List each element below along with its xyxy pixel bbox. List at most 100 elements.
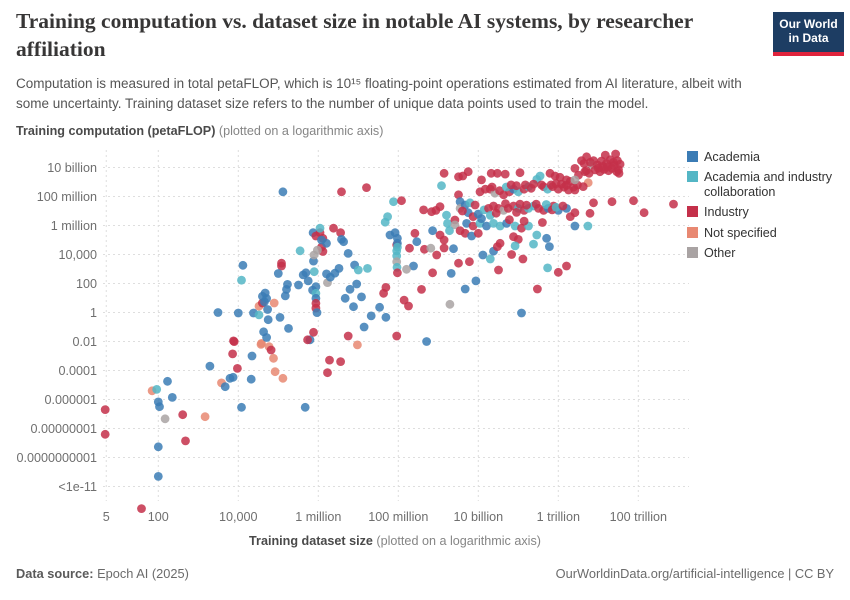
data-point[interactable] (426, 243, 436, 253)
data-point[interactable] (300, 402, 310, 412)
data-point[interactable] (505, 215, 514, 225)
data-point[interactable] (309, 250, 319, 260)
data-point[interactable] (152, 385, 162, 394)
data-point[interactable] (353, 265, 363, 275)
data-point[interactable] (405, 243, 414, 253)
data-point[interactable] (482, 221, 491, 231)
data-point[interactable] (153, 472, 163, 481)
data-point[interactable] (437, 181, 446, 191)
data-point[interactable] (639, 208, 649, 218)
data-point[interactable] (473, 228, 483, 238)
data-point[interactable] (454, 258, 463, 268)
data-point[interactable] (334, 264, 344, 273)
data-point[interactable] (439, 243, 449, 253)
data-point[interactable] (486, 168, 496, 178)
data-point[interactable] (510, 241, 520, 251)
legend-item-industry[interactable]: Industry (687, 205, 845, 219)
data-point[interactable] (340, 293, 350, 303)
data-point[interactable] (366, 311, 376, 321)
data-point[interactable] (263, 305, 272, 314)
data-point[interactable] (422, 337, 431, 346)
data-point[interactable] (449, 244, 458, 254)
data-point[interactable] (507, 250, 516, 259)
data-point[interactable] (262, 333, 271, 342)
data-point[interactable] (311, 282, 321, 292)
data-point[interactable] (489, 219, 498, 228)
data-point[interactable] (343, 331, 353, 341)
data-point[interactable] (309, 327, 318, 337)
data-point[interactable] (531, 199, 541, 209)
data-point[interactable] (513, 235, 523, 244)
data-point[interactable] (432, 250, 442, 260)
data-point[interactable] (228, 349, 238, 359)
data-point[interactable] (269, 298, 279, 308)
data-point[interactable] (410, 228, 420, 238)
data-point[interactable] (233, 308, 243, 318)
data-point[interactable] (220, 382, 230, 392)
data-point[interactable] (519, 216, 529, 226)
data-point[interactable] (471, 276, 481, 286)
data-point[interactable] (480, 184, 490, 194)
data-point[interactable] (237, 275, 246, 285)
data-point[interactable] (137, 504, 146, 513)
data-point[interactable] (278, 373, 288, 383)
data-point[interactable] (363, 264, 372, 273)
data-point[interactable] (570, 221, 580, 231)
data-point[interactable] (389, 197, 398, 207)
data-point[interactable] (238, 260, 248, 270)
data-point[interactable] (284, 324, 293, 333)
data-point[interactable] (493, 242, 502, 252)
data-point[interactable] (585, 208, 595, 218)
data-point[interactable] (501, 199, 510, 209)
data-point[interactable] (381, 283, 391, 292)
data-point[interactable] (445, 299, 455, 309)
data-point[interactable] (155, 402, 164, 412)
data-point[interactable] (518, 254, 528, 264)
data-point[interactable] (611, 149, 620, 159)
data-point[interactable] (439, 235, 449, 245)
data-point[interactable] (205, 361, 215, 371)
data-point[interactable] (578, 182, 588, 192)
data-point[interactable] (178, 410, 188, 420)
data-point[interactable] (323, 368, 332, 378)
data-point[interactable] (517, 223, 526, 233)
data-point[interactable] (280, 291, 290, 301)
data-point[interactable] (246, 374, 256, 384)
data-point[interactable] (428, 226, 437, 236)
data-point[interactable] (181, 436, 190, 446)
data-point[interactable] (500, 169, 510, 179)
data-point[interactable] (359, 322, 369, 332)
data-point[interactable] (515, 199, 525, 209)
legend-item-academia-and-industry-collaboration[interactable]: Academia and industry collaboration (687, 170, 845, 199)
data-point[interactable] (256, 340, 266, 349)
data-point[interactable] (273, 269, 283, 278)
data-point[interactable] (380, 217, 390, 227)
data-point[interactable] (435, 202, 445, 212)
data-point[interactable] (270, 367, 280, 377)
data-point[interactable] (450, 220, 460, 230)
data-point[interactable] (167, 393, 177, 402)
data-point[interactable] (533, 284, 542, 294)
data-point[interactable] (460, 284, 470, 294)
data-point[interactable] (551, 202, 561, 212)
data-point[interactable] (589, 198, 598, 208)
data-point[interactable] (529, 239, 538, 249)
data-point[interactable] (562, 180, 571, 190)
data-point[interactable] (570, 164, 580, 173)
data-point[interactable] (419, 205, 428, 215)
data-point[interactable] (512, 181, 521, 191)
data-point[interactable] (393, 268, 402, 278)
data-point[interactable] (266, 345, 276, 355)
data-point[interactable] (553, 267, 563, 277)
data-point[interactable] (491, 208, 501, 218)
data-point[interactable] (614, 168, 624, 178)
data-point[interactable] (329, 223, 338, 233)
data-point[interactable] (303, 335, 312, 345)
data-point[interactable] (282, 285, 291, 294)
data-point[interactable] (404, 301, 413, 311)
data-point[interactable] (477, 175, 486, 185)
data-point[interactable] (467, 231, 476, 241)
data-point[interactable] (336, 357, 345, 366)
data-point[interactable] (397, 196, 406, 206)
data-point[interactable] (446, 269, 456, 278)
